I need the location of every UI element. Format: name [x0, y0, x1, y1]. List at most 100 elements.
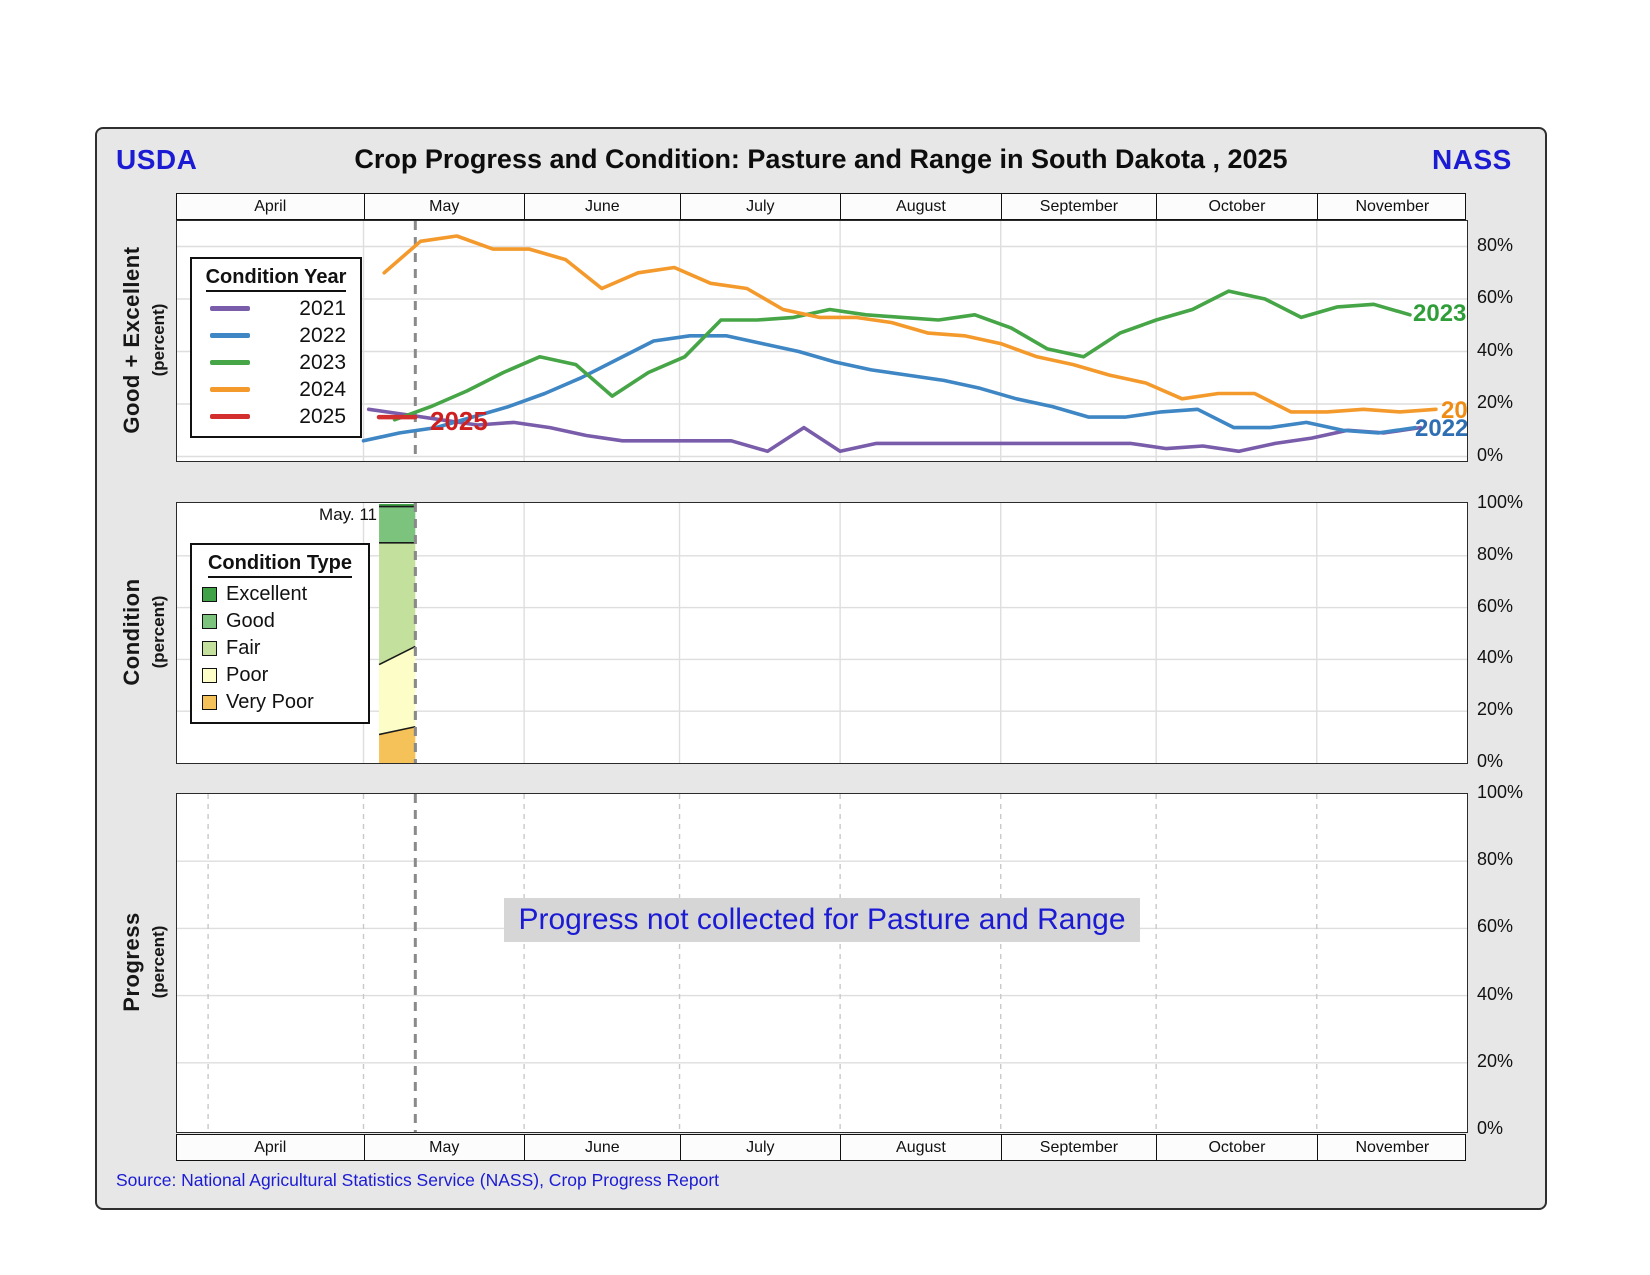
y-axis-tick: 40% — [1477, 983, 1514, 1004]
progress-chart: Progress not collected for Pasture and R… — [176, 793, 1468, 1133]
condition-chart: May. 11 Condition Type Excellent Good Fair… — [176, 502, 1468, 764]
month-label-april: April — [254, 197, 287, 215]
month-axis-bottom: April May June July August September October No… — [176, 1134, 1466, 1161]
month-label-october: October — [1156, 1135, 1317, 1160]
progress-not-collected-message: Progress not collected for Pasture and R… — [504, 898, 1140, 942]
legend-item-2023: 2023 — [202, 349, 350, 376]
series-line-2024 — [382, 234, 1438, 414]
square-swatch-icon — [202, 668, 217, 683]
series-line-2021 — [366, 407, 1423, 454]
month-label-september: September — [1000, 194, 1156, 219]
square-swatch-icon — [202, 695, 217, 710]
progress-plot-area — [177, 794, 1467, 1132]
condition-type-legend: Condition Type Excellent Good Fair Poor Very… — [190, 543, 370, 724]
square-swatch-icon — [202, 614, 217, 629]
month-label-november: November — [1316, 1135, 1467, 1160]
legend-item-fair: Fair — [202, 635, 358, 662]
month-label-november: November — [1316, 194, 1467, 219]
mid-axis-title: Condition — [119, 578, 144, 686]
top-axis-title: Good + Excellent — [119, 246, 144, 434]
y-axis-tick: 60% — [1477, 595, 1514, 616]
legend-item-poor: Poor — [202, 662, 358, 689]
y-axis-tick: 0% — [1477, 1118, 1504, 1138]
legend-type-label: Fair — [226, 637, 261, 659]
line-swatch-icon — [210, 387, 250, 392]
page-title: Crop Progress and Condition: Pasture and… — [354, 144, 1288, 174]
square-swatch-icon — [202, 641, 217, 656]
good-excellent-chart: Condition Year 2021 2022 2023 2024 2025 2025… — [176, 220, 1468, 462]
y-axis-tick: 0% — [1477, 444, 1504, 465]
y-axis-tick: 100% — [1477, 492, 1524, 512]
end-label-2024: 20 — [1441, 397, 1468, 424]
condition-band-very-poor — [379, 726, 416, 763]
week-label-may-11: May. 11 — [319, 505, 377, 524]
y-axis-tick: 20% — [1477, 699, 1514, 720]
good-excellent-plot-area — [177, 221, 1467, 461]
y-axis-tick: 60% — [1477, 287, 1514, 307]
condition-band-good — [379, 506, 416, 543]
condition-band-separator — [378, 645, 416, 666]
line-swatch-icon — [210, 360, 250, 365]
legend-item-2022: 2022 — [202, 322, 350, 349]
month-label-may: May — [363, 194, 525, 219]
condition-plot-area — [177, 503, 1467, 763]
series-line-2022 — [361, 334, 1417, 443]
month-label-april: April — [254, 1138, 287, 1156]
legend-type-label: Excellent — [226, 583, 308, 605]
condition-year-legend: Condition Year 2021 2022 2023 2024 2025 — [190, 257, 362, 438]
month-label-june: June — [524, 1135, 679, 1160]
line-swatch-icon — [210, 414, 250, 419]
end-label-2023: 2023 — [1413, 300, 1467, 327]
legend-year-label: 2024 — [299, 377, 346, 401]
y-axis-tick: 100% — [1477, 782, 1524, 802]
condition-type-legend-title: Condition Type — [202, 552, 358, 578]
line-swatch-icon — [210, 333, 250, 338]
condition-band-separator — [378, 725, 416, 736]
month-label-july: July — [679, 1135, 841, 1160]
legend-type-label: Good — [226, 610, 275, 632]
line-swatch-icon — [210, 306, 250, 311]
nass-logo: NASS — [1432, 144, 1512, 175]
legend-year-label: 2021 — [299, 296, 346, 320]
y-axis-tick: 40% — [1477, 339, 1514, 360]
condition-band-fair — [379, 542, 416, 665]
legend-year-label: 2023 — [299, 350, 346, 374]
y-axis-tick: 20% — [1477, 1050, 1514, 1071]
condition-band-poor — [379, 646, 416, 735]
bottom-axis-title: Progress — [119, 912, 144, 1012]
y-axis-tick: 80% — [1477, 234, 1514, 255]
y-axis-tick: 60% — [1477, 916, 1514, 937]
source-note: Source: National Agricultural Statistics… — [116, 1170, 720, 1190]
square-swatch-icon — [202, 587, 217, 602]
month-label-august: August — [840, 1135, 1001, 1160]
legend-year-label: 2025 — [299, 404, 346, 428]
month-label-july: July — [679, 194, 841, 219]
y-axis-tick: 0% — [1477, 751, 1504, 771]
legend-item-2021: 2021 — [202, 295, 350, 322]
y-axis-tick: 20% — [1477, 392, 1514, 412]
month-label-june: June — [524, 194, 679, 219]
month-label-september: September — [1000, 1135, 1156, 1160]
mid-axis-subtitle: (percent) — [149, 595, 168, 669]
month-label-may: May — [363, 1135, 525, 1160]
legend-item-2025: 2025 — [202, 403, 350, 430]
month-axis-top: April May June July August September October No… — [176, 193, 1466, 220]
top-axis-subtitle: (percent) — [149, 303, 168, 377]
condition-year-legend-title: Condition Year — [202, 266, 350, 292]
month-label-august: August — [840, 194, 1001, 219]
usda-logo: USDA — [116, 144, 198, 175]
y-axis-tick: 80% — [1477, 543, 1514, 564]
legend-item-2024: 2024 — [202, 376, 350, 403]
legend-year-label: 2022 — [299, 323, 346, 347]
y-axis-tick: 40% — [1477, 647, 1514, 668]
month-label-october: October — [1156, 194, 1317, 219]
legend-type-label: Poor — [226, 664, 269, 686]
legend-item-excellent: Excellent — [202, 581, 358, 608]
y-axis-tick: 80% — [1477, 849, 1514, 870]
series-line-2023 — [392, 289, 1412, 422]
bottom-axis-subtitle: (percent) — [149, 925, 168, 999]
legend-item-good: Good — [202, 608, 358, 635]
end-label-2022: 2022 — [1415, 415, 1468, 442]
legend-item-very-poor: Very Poor — [202, 689, 358, 716]
